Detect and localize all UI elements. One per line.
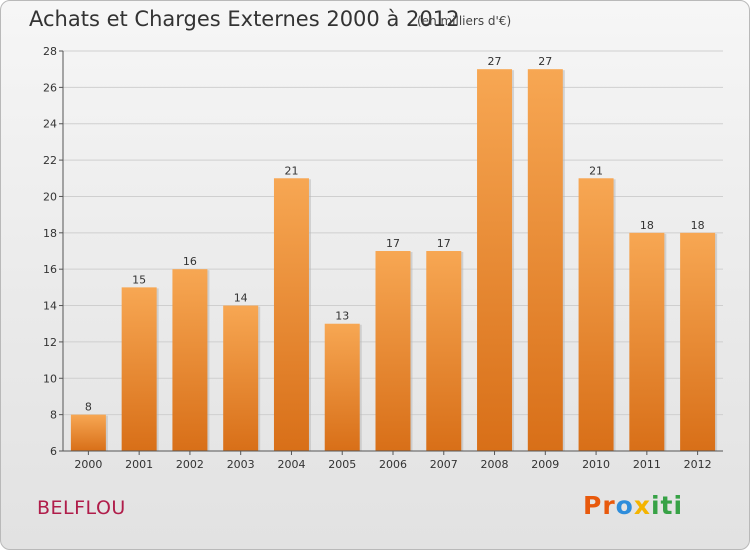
- data-label: 8: [85, 401, 92, 414]
- x-tick-labels: 2000 2001 2002 2003 2004 2005 2006 2007 2008 2009…: [74, 458, 711, 471]
- bar-2002: [172, 269, 208, 451]
- data-label: 13: [335, 310, 349, 323]
- x-tick-label: 2008: [481, 458, 509, 471]
- data-label: 27: [538, 55, 552, 68]
- data-label: 15: [132, 273, 146, 286]
- x-tick-label: 2001: [125, 458, 153, 471]
- y-tick-label: 10: [43, 372, 57, 385]
- data-label: 21: [589, 164, 603, 177]
- x-tick-label: 2000: [74, 458, 102, 471]
- bar-2011: [629, 232, 665, 451]
- x-tick-label: 2009: [531, 458, 559, 471]
- x-tick-label: 2004: [277, 458, 305, 471]
- y-tick-label: 28: [43, 45, 57, 58]
- x-tick-label: 2011: [633, 458, 661, 471]
- bar-2000: [70, 414, 106, 451]
- y-tick-label: 24: [43, 118, 57, 131]
- bar-2001: [121, 287, 157, 451]
- y-tick-label: 6: [50, 445, 57, 458]
- y-tick-label: 12: [43, 336, 57, 349]
- bar-2010: [578, 178, 614, 452]
- x-tick-label: 2012: [684, 458, 712, 471]
- y-tick-label: 22: [43, 154, 57, 167]
- data-labels: 8 15 16 14 21 13 17 17 27 27 21 18 18: [85, 55, 705, 413]
- y-tick-label: 14: [43, 300, 57, 313]
- axes: [59, 50, 723, 455]
- x-tick-label: 2007: [430, 458, 458, 471]
- x-tick-label: 2010: [582, 458, 610, 471]
- bar-2003: [223, 305, 259, 451]
- commune-name: BELFLOU: [37, 497, 126, 519]
- bar-2008: [477, 69, 513, 451]
- proxiti-logo: Proxiti: [583, 491, 684, 520]
- data-label: 17: [437, 237, 451, 250]
- chart-title: Achats et Charges Externes 2000 à 2012: [29, 7, 460, 31]
- x-tick-label: 2006: [379, 458, 407, 471]
- bar-2009: [527, 69, 563, 451]
- y-tick-label: 8: [50, 409, 57, 422]
- data-label: 18: [691, 219, 705, 232]
- bars: [70, 69, 718, 452]
- bar-2007: [426, 251, 462, 451]
- bar-2012: [680, 232, 716, 451]
- data-label: 21: [284, 164, 298, 177]
- y-tick-label: 20: [43, 190, 57, 203]
- x-tick-label: 2002: [176, 458, 204, 471]
- x-tick-label: 2003: [227, 458, 255, 471]
- bar-2005: [324, 323, 360, 451]
- data-label: 16: [183, 255, 197, 268]
- data-label: 18: [640, 219, 654, 232]
- y-tick-labels: 6 8 10 12 14 16 18 20 22 24 26 28: [43, 45, 57, 458]
- chart-subtitle: (en milliers d'€): [417, 14, 512, 28]
- bar-2006: [375, 251, 411, 451]
- bar-2004: [273, 178, 309, 452]
- y-tick-label: 16: [43, 263, 57, 276]
- y-tick-label: 18: [43, 227, 57, 240]
- data-label: 17: [386, 237, 400, 250]
- x-tick-label: 2005: [328, 458, 356, 471]
- y-tick-label: 26: [43, 81, 57, 94]
- data-label: 27: [488, 55, 502, 68]
- data-label: 14: [234, 292, 248, 305]
